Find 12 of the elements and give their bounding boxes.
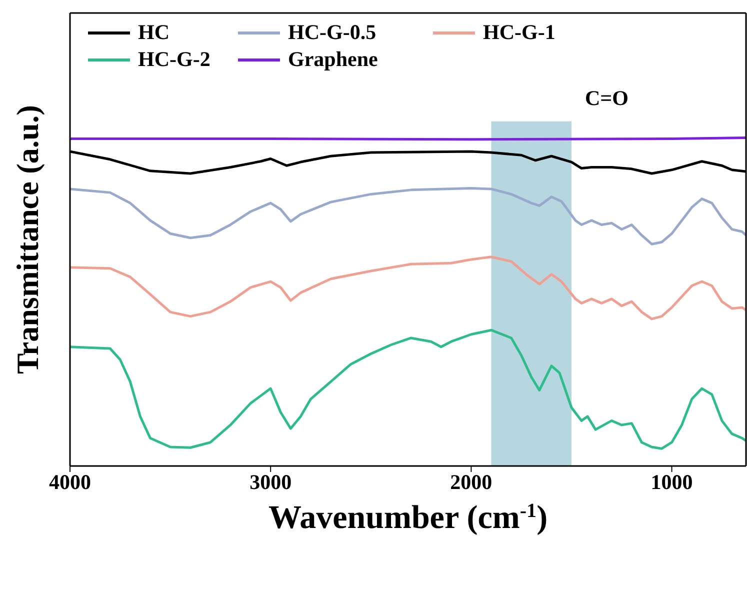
band-label: C=O xyxy=(585,86,628,110)
y-axis-title: Transmittance (a.u.) xyxy=(10,105,45,374)
legend-label: HC xyxy=(138,20,170,45)
x-tick-label: 3000 xyxy=(250,470,292,494)
x-tick-label: 1000 xyxy=(650,470,693,494)
x-tick-label: 2000 xyxy=(450,470,492,494)
x-tick-label: 4000 xyxy=(49,470,91,494)
legend-label: HC-G-2 xyxy=(138,47,210,72)
legend-label: Graphene xyxy=(288,47,378,72)
x-axis-title: Wavenumber (cm$^{-1}$) xyxy=(268,500,548,536)
legend-label: HC-G-1 xyxy=(483,20,556,45)
legend-label: HC-G-0.5 xyxy=(288,20,376,45)
